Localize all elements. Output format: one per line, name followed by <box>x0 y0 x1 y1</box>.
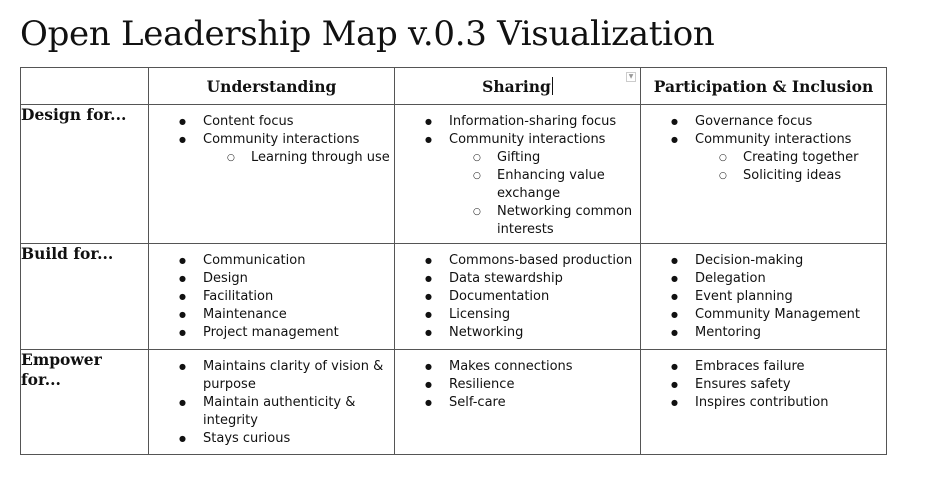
row-empower: Empower for... Maintains clarity of visi… <box>20 349 887 455</box>
list-item: Community Management <box>641 306 882 324</box>
sub-list: Learning through use <box>203 149 390 167</box>
table-cell[interactable]: Commons-based production Data stewardshi… <box>394 243 641 350</box>
sub-list: Creating together Soliciting ideas <box>695 149 882 185</box>
list-item: Maintain authenticity & integrity <box>149 394 390 430</box>
table-cell[interactable]: Decision-making Delegation Event plannin… <box>640 243 887 350</box>
row-label-design[interactable]: Design for... <box>20 104 149 244</box>
table-cell[interactable]: Governance focus Community interactions … <box>640 104 887 244</box>
leadership-map-table: Understanding Sharing ▼ Participation & I… <box>20 67 887 455</box>
list-item: Commons-based production <box>395 252 636 270</box>
list-item: Facilitation <box>149 288 390 306</box>
sub-list-item: Creating together <box>695 149 882 167</box>
bullet-list: Maintains clarity of vision & purpose Ma… <box>149 350 394 448</box>
list-item: Makes connections <box>395 358 636 376</box>
sub-list: Gifting Enhancing value exchange Network… <box>449 149 636 239</box>
list-item: Communication <box>149 252 390 270</box>
list-item: Self-care <box>395 394 636 412</box>
list-item: Ensures safety <box>641 376 882 394</box>
bullet-list: Governance focus Community interactions … <box>641 105 886 185</box>
row-label-build[interactable]: Build for... <box>20 243 149 350</box>
bullet-list: Information-sharing focus Community inte… <box>395 105 640 239</box>
text-cursor <box>551 76 553 95</box>
list-item: Documentation <box>395 288 636 306</box>
list-item: Stays curious <box>149 430 390 448</box>
list-item: Resilience <box>395 376 636 394</box>
sub-list-item: Networking common interests <box>449 203 636 239</box>
list-item: Delegation <box>641 270 882 288</box>
table-cell[interactable]: Content focus Community interactions Lea… <box>148 104 395 244</box>
list-item: Decision-making <box>641 252 882 270</box>
cell-menu-icon[interactable]: ▼ <box>626 72 636 82</box>
list-item: Content focus <box>149 113 390 131</box>
corner-cell <box>20 67 149 105</box>
list-item: Mentoring <box>641 324 882 342</box>
sub-list-item: Enhancing value exchange <box>449 167 636 203</box>
bullet-list: Makes connections Resilience Self-care <box>395 350 640 412</box>
row-label-empower[interactable]: Empower for... <box>20 349 149 455</box>
row-design: Design for... Content focus Community in… <box>20 104 887 244</box>
row-build: Build for... Communication Design Facili… <box>20 243 887 350</box>
header-row: Understanding Sharing ▼ Participation & I… <box>20 67 887 105</box>
bullet-list: Embraces failure Ensures safety Inspires… <box>641 350 886 412</box>
list-item: Community interactions Gifting Enhancing… <box>395 131 636 239</box>
column-header-sharing[interactable]: Sharing ▼ <box>394 67 641 105</box>
column-header-understanding[interactable]: Understanding <box>148 67 395 105</box>
table-cell[interactable]: Embraces failure Ensures safety Inspires… <box>640 349 887 455</box>
sub-list-item: Gifting <box>449 149 636 167</box>
list-item: Maintains clarity of vision & purpose <box>149 358 390 394</box>
list-item: Embraces failure <box>641 358 882 376</box>
bullet-list: Content focus Community interactions Lea… <box>149 105 394 167</box>
list-item: Networking <box>395 324 636 342</box>
table-cell[interactable]: Makes connections Resilience Self-care <box>394 349 641 455</box>
page-title: Open Leadership Map v.0.3 Visualization <box>20 14 715 54</box>
list-item: Data stewardship <box>395 270 636 288</box>
list-item: Maintenance <box>149 306 390 324</box>
sub-list-item: Learning through use <box>203 149 390 167</box>
list-item: Design <box>149 270 390 288</box>
list-item: Community interactions Creating together… <box>641 131 882 185</box>
bullet-list: Decision-making Delegation Event plannin… <box>641 244 886 342</box>
list-item: Governance focus <box>641 113 882 131</box>
list-item: Inspires contribution <box>641 394 882 412</box>
table-cell[interactable]: Information-sharing focus Community inte… <box>394 104 641 244</box>
bullet-list: Commons-based production Data stewardshi… <box>395 244 640 342</box>
list-item: Event planning <box>641 288 882 306</box>
bullet-list: Communication Design Facilitation Mainte… <box>149 244 394 342</box>
list-item: Project management <box>149 324 390 342</box>
table-cell[interactable]: Maintains clarity of vision & purpose Ma… <box>148 349 395 455</box>
column-header-participation[interactable]: Participation & Inclusion <box>640 67 887 105</box>
list-item: Licensing <box>395 306 636 324</box>
list-item: Community interactions Learning through … <box>149 131 390 167</box>
list-item: Information-sharing focus <box>395 113 636 131</box>
table-cell[interactable]: Communication Design Facilitation Mainte… <box>148 243 395 350</box>
sub-list-item: Soliciting ideas <box>695 167 882 185</box>
